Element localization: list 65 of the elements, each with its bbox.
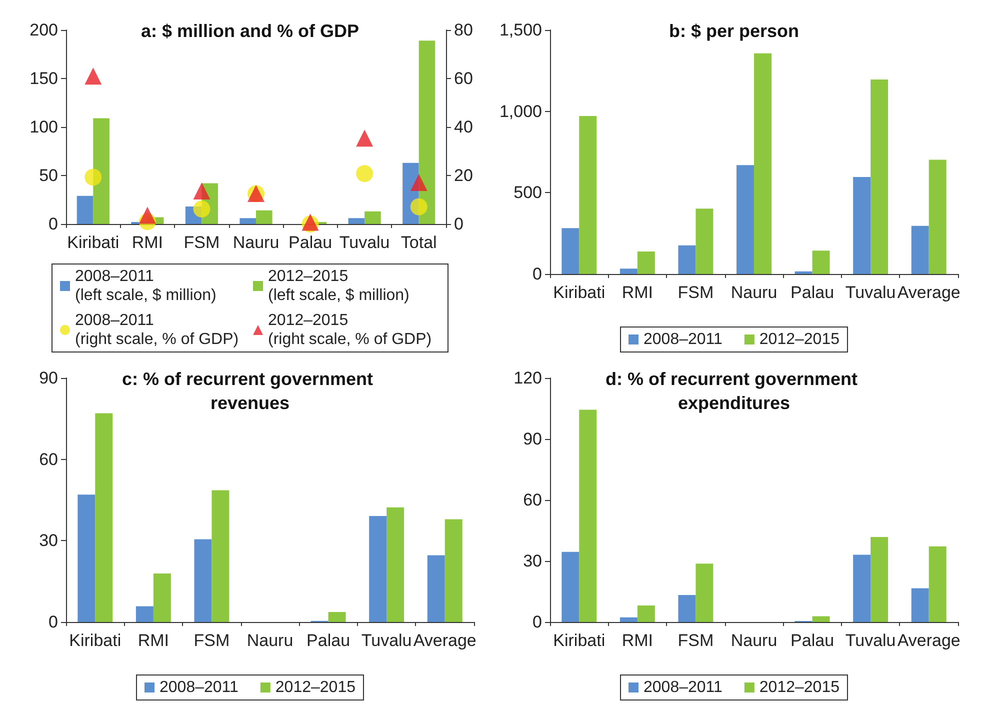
legend-label: 2008–2011	[160, 679, 239, 696]
y-tick-label: 30	[39, 531, 58, 550]
legend-label: 2008–2011 (right scale, % of GDP)	[75, 312, 239, 348]
y-tick-label: 60	[39, 450, 58, 469]
x-tick-label: Average	[897, 283, 960, 302]
chart-title: c: % of recurrent government revenues	[122, 369, 378, 413]
x-tick-label: Kiribati	[67, 233, 120, 252]
y-tick-label: 500	[514, 183, 542, 202]
x-tick-label: FSM	[194, 631, 230, 650]
y2-tick-label: 20	[454, 166, 473, 185]
y-tick-label: 30	[523, 552, 542, 570]
y-tick-label: 90	[39, 368, 58, 388]
x-tick-label: Nauru	[232, 233, 280, 252]
y2-tick-label: 60	[454, 69, 473, 88]
x-tick-label: Tuvalu	[361, 631, 412, 650]
y-tick-label: 100	[30, 118, 58, 136]
x-tick-label: Palau	[790, 283, 834, 302]
y-tick-label: 0	[48, 214, 58, 234]
x-tick-label: Palau	[790, 631, 834, 650]
chart-title: b: $ per person	[668, 21, 800, 41]
y-tick-label: 150	[30, 69, 58, 88]
x-tick-label: RMI	[132, 233, 164, 252]
x-tick-label: Tuvalu	[845, 631, 896, 650]
x-tick-label: Palau	[288, 233, 332, 252]
x-tick-label: Kiribati	[553, 631, 606, 650]
y-tick-label: 90	[523, 430, 542, 448]
x-tick-label: RMI	[622, 631, 654, 650]
y-tick-label: 0	[532, 264, 542, 284]
x-tick-label: Nauru	[730, 631, 778, 650]
legend-label: 2012–2015	[759, 331, 840, 348]
legend-label: 2008–2011	[644, 679, 723, 696]
y2-tick-label: 80	[454, 20, 473, 40]
legend-label: 2012–2015	[759, 679, 840, 696]
legend-label: 2008–2011	[644, 331, 723, 348]
x-tick-label: Kiribati	[553, 283, 606, 302]
x-tick-label: RMI	[138, 631, 170, 650]
x-tick-label: RMI	[622, 283, 654, 302]
x-tick-label: Total	[400, 233, 437, 252]
y-tick-label: 1,000	[499, 102, 542, 121]
y-tick-label: 50	[39, 166, 58, 185]
y-tick-label: 0	[532, 612, 542, 632]
y-tick-label: 0	[48, 612, 58, 632]
x-tick-label: Nauru	[730, 283, 778, 302]
y-tick-label: 1,500	[499, 20, 542, 40]
chart-title: d: % of recurrent government expenditures	[605, 369, 863, 413]
x-tick-label: FSM	[678, 631, 714, 650]
y-tick-label: 60	[523, 490, 542, 510]
x-tick-label: Palau	[306, 631, 350, 650]
y2-tick-label: 40	[454, 118, 473, 136]
chart-title: a: $ million and % of GDP	[140, 21, 360, 41]
x-tick-label: Tuvalu	[845, 283, 896, 302]
legend-label: 2012–2015	[275, 679, 356, 696]
x-tick-label: Nauru	[246, 631, 294, 650]
x-tick-label: Tuvalu	[339, 233, 390, 252]
x-tick-label: Kiribati	[69, 631, 122, 650]
x-tick-label: FSM	[678, 283, 714, 302]
legend-label: 2012–2015 (left scale, $ million)	[268, 268, 410, 304]
x-tick-label: Average	[413, 631, 476, 650]
y-tick-label: 200	[30, 20, 58, 40]
legend-label: 2012–2015 (right scale, % of GDP)	[268, 312, 432, 348]
x-tick-label: FSM	[184, 233, 220, 252]
y-tick-label: 120	[514, 368, 542, 388]
legend-label: 2008–2011 (left scale, $ million)	[75, 268, 216, 304]
y2-tick-label: 0	[454, 214, 464, 234]
x-tick-label: Average	[897, 631, 960, 650]
